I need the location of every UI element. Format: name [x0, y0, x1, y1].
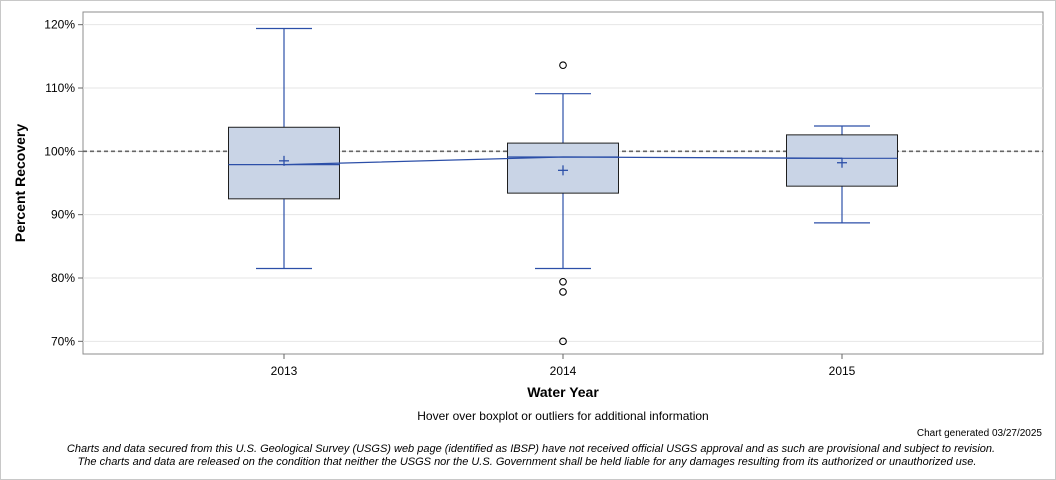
box-layer[interactable]	[228, 27, 898, 346]
y-tick-label: 70%	[51, 334, 75, 348]
median-line-layer	[283, 156, 843, 166]
y-tick-label: 110%	[45, 81, 75, 95]
y-tick-label: 90%	[51, 208, 75, 222]
outlier-point[interactable]	[559, 288, 567, 296]
y-tick-label: 80%	[51, 271, 75, 285]
x-tick-label: 2014	[550, 364, 577, 378]
x-tick-label: 2013	[271, 364, 298, 378]
x-axis-title: Water Year	[527, 384, 599, 400]
box-2014[interactable]	[507, 61, 619, 346]
median-trend-line	[283, 156, 843, 166]
chart-generated-date: Chart generated 03/27/2025	[916, 428, 1042, 439]
y-tick-label: 120%	[44, 18, 75, 32]
y-tick-label: 100%	[44, 144, 75, 158]
box-2015[interactable]	[786, 125, 898, 224]
disclaimer-line-2: The charts and data are released on the …	[77, 456, 977, 468]
outlier-point[interactable]	[559, 277, 567, 286]
hover-note: Hover over boxplot or outliers for addit…	[417, 409, 709, 423]
disclaimer-line-1: Charts and data secured from this U.S. G…	[66, 443, 996, 455]
y-axis-title: Percent Recovery	[12, 124, 28, 243]
x-tick-label: 2015	[829, 364, 856, 378]
axis-layer: 70% 80% 90% 100% 110% 120% 2013 2014 2015	[44, 18, 855, 378]
outlier-point[interactable]	[559, 337, 567, 346]
outlier-point[interactable]	[559, 61, 567, 70]
